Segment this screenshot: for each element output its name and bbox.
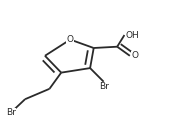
Text: Br: Br xyxy=(6,108,16,117)
Text: O: O xyxy=(67,35,74,44)
Text: Br: Br xyxy=(99,82,109,91)
Text: OH: OH xyxy=(125,31,139,40)
Text: O: O xyxy=(131,51,138,60)
